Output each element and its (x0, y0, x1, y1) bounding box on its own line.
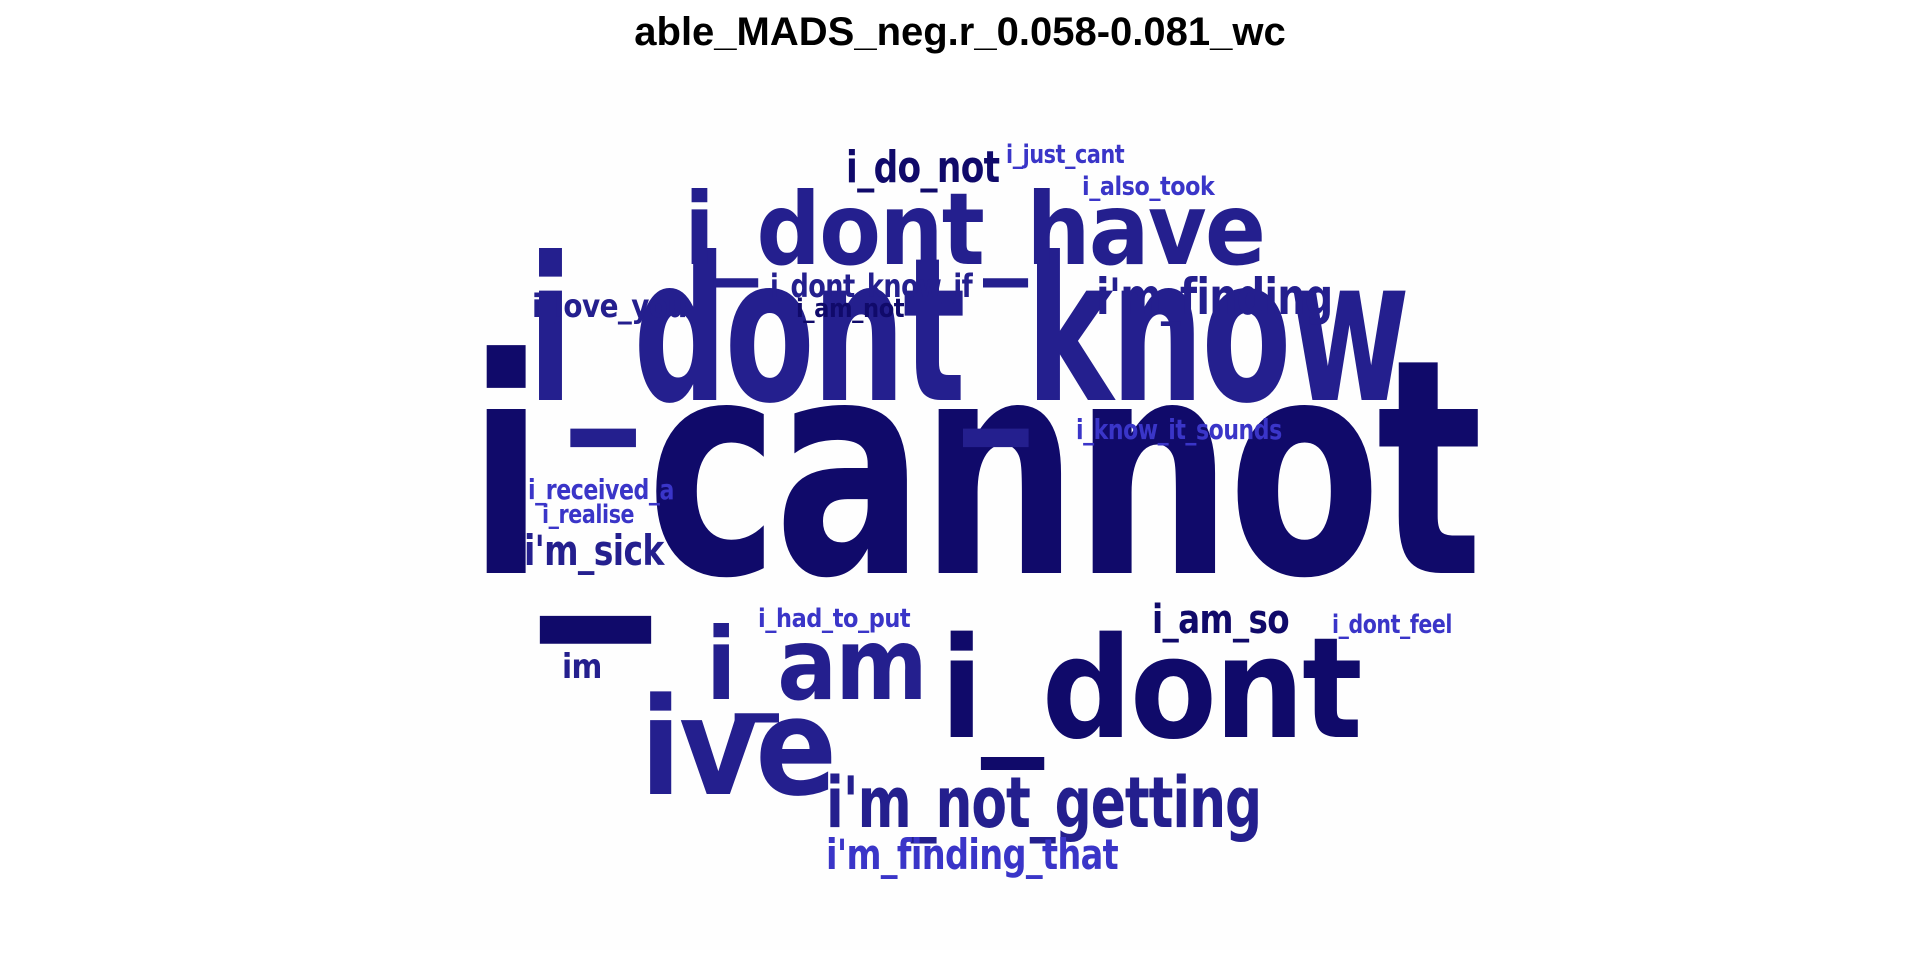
word-im-finding: i'm_finding (1096, 268, 1333, 326)
word-im: im (562, 647, 602, 687)
word-i-am-so: i_am_so (1152, 597, 1290, 643)
word-i-do-not: i_do_not (846, 142, 1000, 193)
word-im-not-getting: i'm_not_getting (826, 762, 1262, 844)
word-i-love-you: i_love_you (532, 287, 687, 325)
word-i-dont-have: i_dont_have (684, 171, 1266, 288)
word-i-just-cant: i_just_cant (1006, 140, 1125, 170)
word-i-had-to-put: i_had_to_put (758, 604, 911, 634)
word-cloud-panel: i_cannot i_dont_know i_dont_have i_dont … (390, 70, 1560, 950)
word-im-finding-that: i'm_finding_that (826, 830, 1119, 879)
chart-title: able_MADS_neg.r_0.058-0.081_wc (634, 10, 1286, 54)
word-i-received-a: i_received_a (528, 473, 675, 506)
word-i-dont-know-if: i_dont_know_if (770, 267, 973, 305)
word-i-dont-feel: i_dont_feel (1332, 610, 1453, 640)
word-i-dont-know: i_dont_know (528, 215, 1410, 448)
word-i-know-it-sounds: i_know_it_sounds (1076, 413, 1282, 446)
word-i-am: i_am (706, 606, 928, 723)
word-i-am-not: i_am_not (796, 294, 905, 324)
word-im-sick: i'm_sick (524, 526, 664, 575)
word-i-realise: i_realise (542, 500, 635, 530)
word-i-dont: i_dont (940, 608, 1363, 771)
word-ive: ive (640, 669, 837, 826)
word-i-cannot: i_cannot (468, 295, 1483, 644)
word-i-also-took: i_also_took (1082, 172, 1215, 202)
